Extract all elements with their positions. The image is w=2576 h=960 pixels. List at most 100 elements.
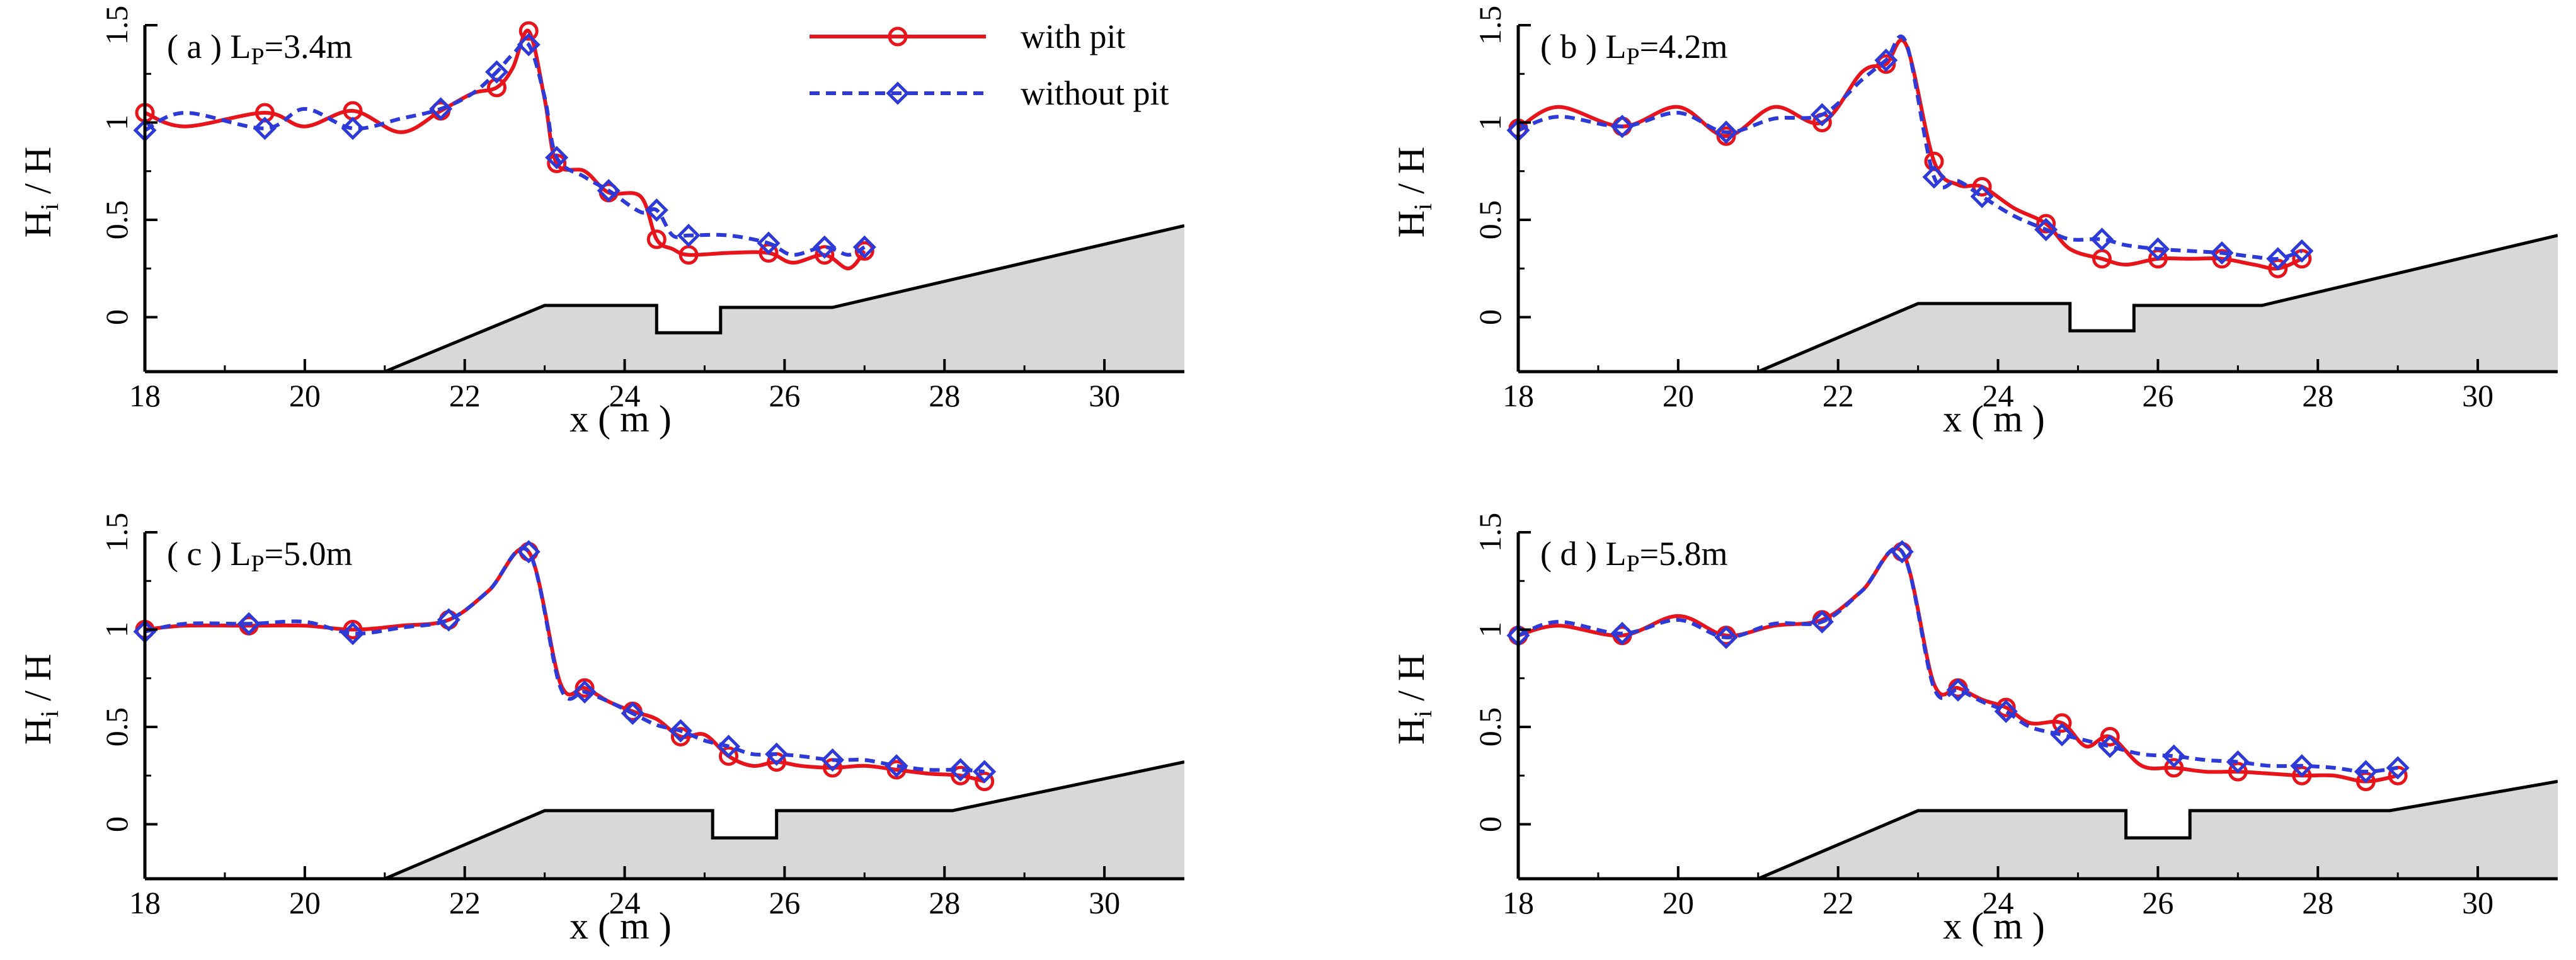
seabed-fill [384,226,1184,372]
y-tick-label: 0.5 [99,707,134,747]
marker-without-pit [821,748,845,772]
legend-marker-diamond [886,81,910,105]
x-tick-label: 20 [289,885,321,920]
x-tick-label: 22 [449,378,481,413]
marker-without-pit [437,608,461,632]
marker-without-pit [517,540,541,564]
marker-without-pit [2034,217,2058,241]
x-tick-label: 30 [2462,378,2493,413]
x-tick-label: 24 [1983,378,2014,413]
marker-without-pit [2290,754,2314,778]
marker-with-pit [2212,249,2232,269]
series-line-with-pit [145,28,866,271]
marker-without-pit [973,760,997,784]
x-tick-label: 24 [609,378,641,413]
marker-with-pit [975,772,995,792]
y-tick-label: 0.5 [1472,707,1508,747]
x-tick-label: 26 [2142,885,2173,920]
marker-without-pit [1970,185,1994,209]
marker-without-pit [2290,239,2314,263]
marker-without-pit [237,612,261,636]
x-tick-label: 26 [2142,378,2173,413]
marker-without-pit [429,97,453,121]
series-line-with-pit [1518,38,2303,271]
marker-without-pit [668,719,692,743]
marker-with-pit [343,619,363,639]
seabed-fill [1758,781,2558,879]
y-tick-label: 1.5 [99,513,134,552]
marker-with-pit [854,241,874,261]
marker-with-pit [2228,762,2248,782]
x-tick-label: 26 [769,378,800,413]
marker-without-pit [597,179,621,203]
series-line-without-pit [1518,546,2398,774]
marker-without-pit [341,622,365,646]
x-axis-label: x ( m ) [1943,398,2045,440]
y-tick-label: 1.5 [99,6,134,45]
seabed-fill [1758,235,2558,372]
marker-without-pit [884,754,908,778]
marker-without-pit [1994,699,2018,723]
series-line-with-pit [1518,546,2398,784]
marker-with-pit [2100,726,2120,746]
y-tick-label: 0 [1472,816,1508,832]
chart-panel-d: 18 20 22 24 26 28 30 0 0.5 1 1.5 x ( m ) Hi / H ( d )… [1390,513,2558,947]
marker-without-pit [1874,49,1898,72]
marker-with-pit [815,245,835,265]
y-tick-label: 1.5 [1472,6,1508,45]
x-tick-label: 28 [929,885,960,920]
marker-without-pit [813,235,837,259]
marker-without-pit [2162,744,2186,768]
x-tick-label: 28 [929,378,960,413]
y-tick-label: 0.5 [1472,200,1508,240]
marker-without-pit [1810,610,1834,634]
marker-without-pit [1890,540,1914,564]
y-axis-label: Hi / H [1390,147,1437,237]
x-tick-label: 30 [1089,378,1120,413]
marker-without-pit [677,224,701,248]
series-line-without-pit [145,40,866,257]
x-tick-label: 22 [449,885,481,920]
panel-label: ( d ) LP=5.8m [1540,535,1728,577]
x-tick-label: 20 [1663,885,1694,920]
marker-without-pit [757,231,781,255]
marker-with-pit [2388,765,2408,786]
marker-with-pit [886,760,907,780]
marker-without-pit [1922,165,1946,189]
series-line-without-pit [145,546,985,774]
chart-panel-a: 18 20 22 24 26 28 30 0 0.5 1 1.5 x ( m ) Hi / H ( a )… [17,6,1184,440]
marker-with-pit [518,21,539,41]
x-tick-label: 24 [1983,885,2014,920]
marker-without-pit [1610,115,1634,139]
series-line-with-pit [145,546,985,784]
y-tick-label: 0 [99,816,134,832]
x-tick-label: 20 [289,378,321,413]
marker-with-pit [646,229,667,249]
x-tick-label: 18 [129,885,161,920]
panel-label: ( b ) LP=4.2m [1540,28,1728,70]
x-tick-label: 18 [1503,885,1534,920]
marker-with-pit [2164,758,2184,778]
seabed-fill [384,762,1184,879]
legend: with pit without pit [810,18,1169,112]
x-axis-label: x ( m ) [1943,905,2045,947]
x-tick-label: 28 [2302,378,2333,413]
x-tick-label: 22 [1823,378,1854,413]
y-tick-label: 1 [1472,622,1508,637]
marker-without-pit [1810,103,1834,127]
marker-without-pit [621,701,644,725]
x-tick-label: 18 [1503,378,1534,413]
y-tick-label: 1 [99,115,134,130]
marker-without-pit [1714,626,1738,649]
panel-label: ( c ) LP=5.0m [167,535,353,577]
marker-without-pit [2098,734,2122,758]
y-tick-label: 1 [1472,115,1508,130]
marker-without-pit [2210,241,2234,265]
marker-without-pit [517,33,541,57]
marker-without-pit [852,235,876,259]
marker-with-pit [1972,176,1992,197]
marker-with-pit [951,765,971,786]
marker-without-pit [1946,678,1970,702]
seabed-profile-line [384,224,1184,372]
